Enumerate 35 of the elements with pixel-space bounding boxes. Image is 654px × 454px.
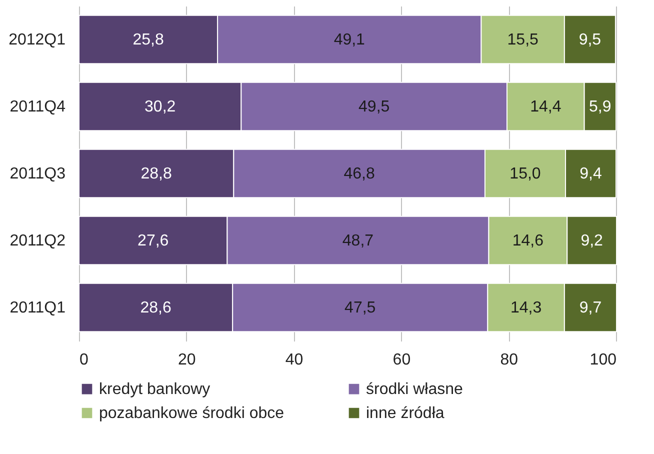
y-tick-label: 2011Q2	[10, 232, 66, 250]
data-label: 49,5	[358, 98, 390, 116]
data-label: 30,2	[144, 98, 176, 116]
legend-label: pozabankowe środki obce	[99, 405, 284, 422]
x-tick-label: 40	[285, 352, 304, 368]
y-tick-label: 2011Q1	[10, 300, 66, 316]
data-label: 49,1	[334, 32, 366, 48]
data-label: 47,5	[344, 300, 376, 316]
data-label: 28,8	[140, 166, 172, 182]
data-label: 15,0	[510, 166, 541, 182]
legend-label: inne źródła	[366, 405, 444, 422]
data-label: 27,6	[138, 232, 169, 250]
data-label: 46,8	[344, 166, 375, 182]
legend-label: środki własne	[366, 381, 464, 398]
x-tick-label: 20	[178, 352, 196, 368]
x-tick-label: 0	[80, 352, 88, 368]
data-label: 9,2	[580, 232, 604, 250]
data-label: 14,3	[510, 300, 542, 316]
data-label: 14,6	[512, 232, 544, 250]
data-label: 14,4	[530, 98, 562, 116]
x-tick-label: 100	[590, 352, 617, 368]
data-label: 48,7	[342, 232, 374, 250]
data-label: 9,4	[580, 166, 602, 182]
legend-label: kredyt bankowy	[99, 381, 210, 398]
data-label: 9,5	[578, 32, 602, 48]
data-label: 9,7	[579, 300, 602, 316]
data-label: 5,9	[589, 98, 612, 116]
x-tick-label: 80	[500, 352, 518, 368]
x-tick-label: 60	[392, 352, 411, 368]
y-tick-label: 2011Q4	[10, 98, 66, 116]
y-tick-label: 2011Q3	[10, 166, 66, 182]
data-label: 25,8	[132, 32, 164, 48]
y-tick-label: 2012Q1	[8, 32, 66, 48]
data-label: 28,6	[140, 300, 172, 316]
data-label: 15,5	[507, 32, 538, 48]
